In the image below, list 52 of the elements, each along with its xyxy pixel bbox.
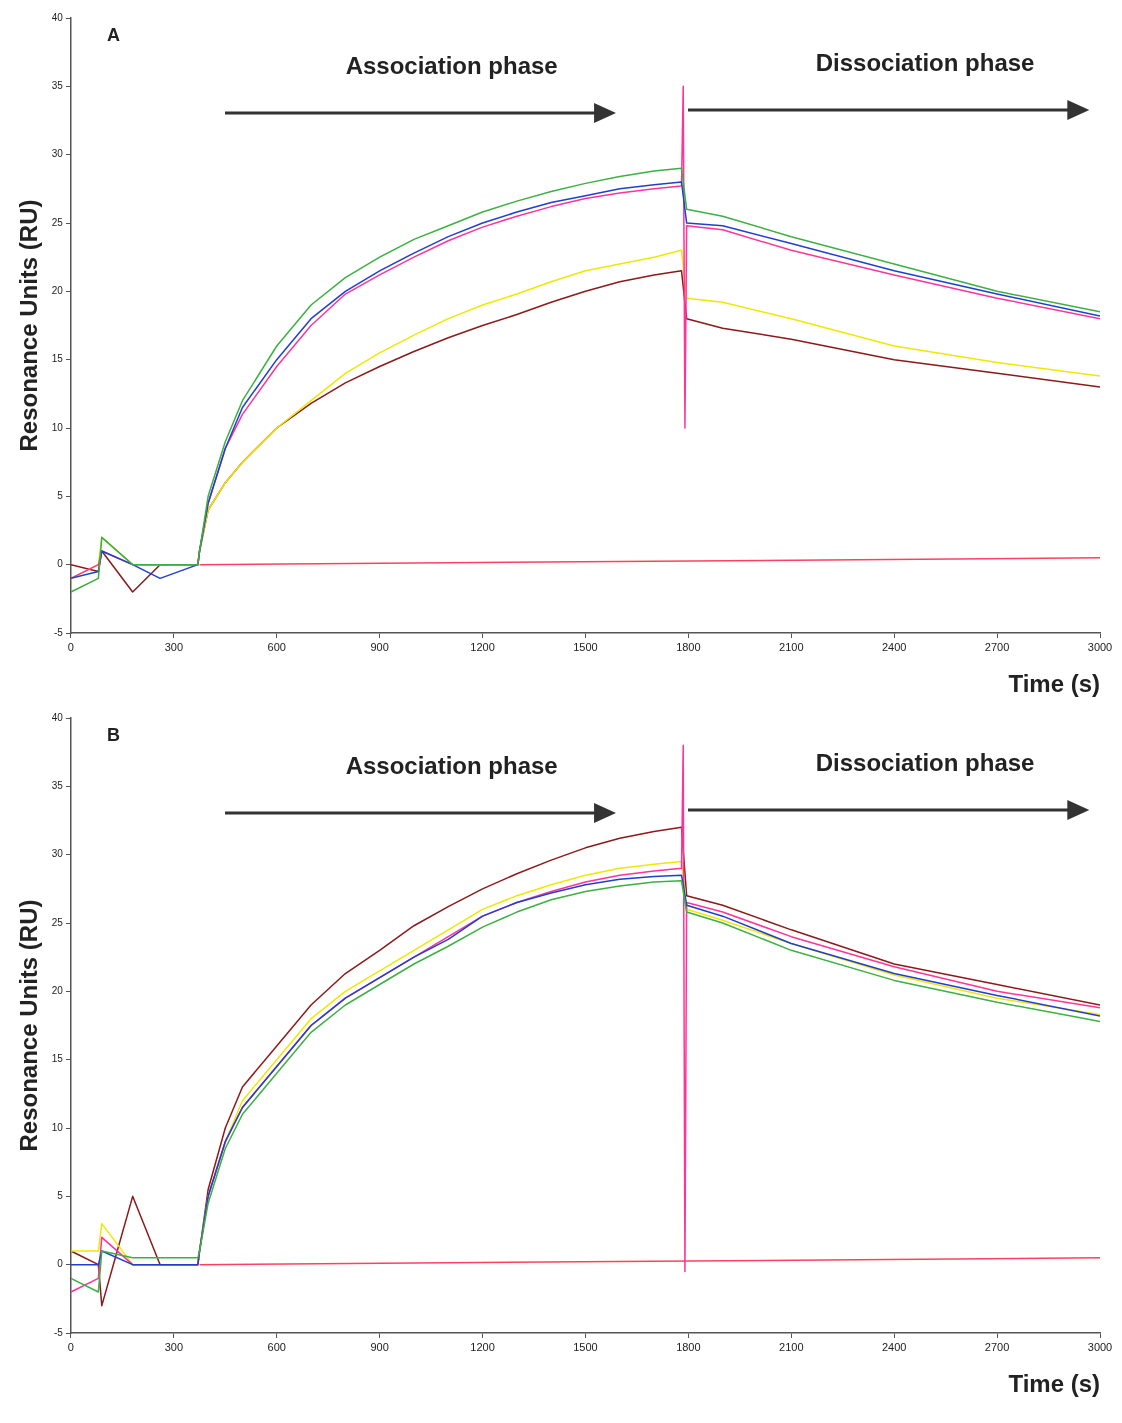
- y-tick-label: -5: [54, 626, 64, 638]
- y-tick-label: 5: [57, 1190, 64, 1202]
- y-tick-label: 15: [51, 1053, 64, 1065]
- annotation: Association phase: [345, 751, 558, 779]
- y-tick-label: 20: [51, 285, 64, 297]
- x-tick-label: 3000: [1087, 640, 1113, 653]
- annotation: Dissociation phase: [815, 48, 1035, 76]
- y-tick-label: 35: [51, 80, 64, 92]
- x-axis-title: Time (s): [1008, 1370, 1100, 1398]
- x-tick-label: 300: [164, 1340, 184, 1353]
- x-tick-label: 1500: [573, 1340, 598, 1353]
- x-tick-label: 900: [370, 1340, 389, 1353]
- annotation: A: [106, 25, 120, 46]
- x-tick-label: 300: [164, 640, 184, 653]
- y-tick-label: 10: [51, 1121, 64, 1133]
- y-tick-label: 30: [51, 148, 64, 160]
- annotation: B: [106, 725, 120, 746]
- x-tick-label: 2700: [984, 1340, 1010, 1353]
- x-tick-label: 1800: [676, 640, 701, 653]
- y-tick-label: 25: [51, 216, 64, 228]
- x-tick-label: 3000: [1087, 1340, 1113, 1353]
- x-tick-label: 2100: [779, 640, 804, 653]
- y-tick-label: 10: [51, 421, 64, 433]
- x-tick-label: 600: [267, 1340, 286, 1353]
- x-tick-label: 1200: [470, 640, 495, 653]
- annotation: Dissociation phase: [815, 748, 1035, 776]
- y-tick-label: 40: [51, 11, 64, 23]
- x-tick-label: 2400: [881, 640, 907, 653]
- y-tick-label: 30: [51, 848, 64, 860]
- annotation: Association phase: [345, 51, 558, 79]
- x-tick-label: 1500: [573, 640, 598, 653]
- y-tick-label: 15: [51, 353, 64, 365]
- x-tick-label: 0: [67, 640, 74, 653]
- y-axis-title: Resonance Units (RU): [15, 899, 43, 1152]
- x-tick-label: 2700: [984, 640, 1010, 653]
- x-axis-title: Time (s): [1008, 670, 1100, 698]
- x-tick-label: 600: [267, 640, 286, 653]
- y-tick-label: 5: [57, 490, 64, 502]
- y-tick-label: 25: [51, 916, 64, 928]
- x-tick-label: 1800: [676, 1340, 701, 1353]
- y-tick-label: 40: [51, 711, 64, 723]
- x-tick-label: 1200: [470, 1340, 495, 1353]
- y-tick-label: 20: [51, 985, 64, 997]
- x-tick-label: 0: [67, 1340, 74, 1353]
- y-axis-title: Resonance Units (RU): [15, 199, 43, 452]
- x-tick-label: 900: [370, 640, 389, 653]
- y-tick-label: 0: [57, 558, 64, 570]
- y-tick-label: 35: [51, 780, 64, 792]
- y-tick-label: 0: [57, 1258, 64, 1270]
- x-tick-label: 2400: [881, 1340, 907, 1353]
- x-tick-label: 2100: [779, 1340, 804, 1353]
- y-tick-label: -5: [54, 1326, 64, 1338]
